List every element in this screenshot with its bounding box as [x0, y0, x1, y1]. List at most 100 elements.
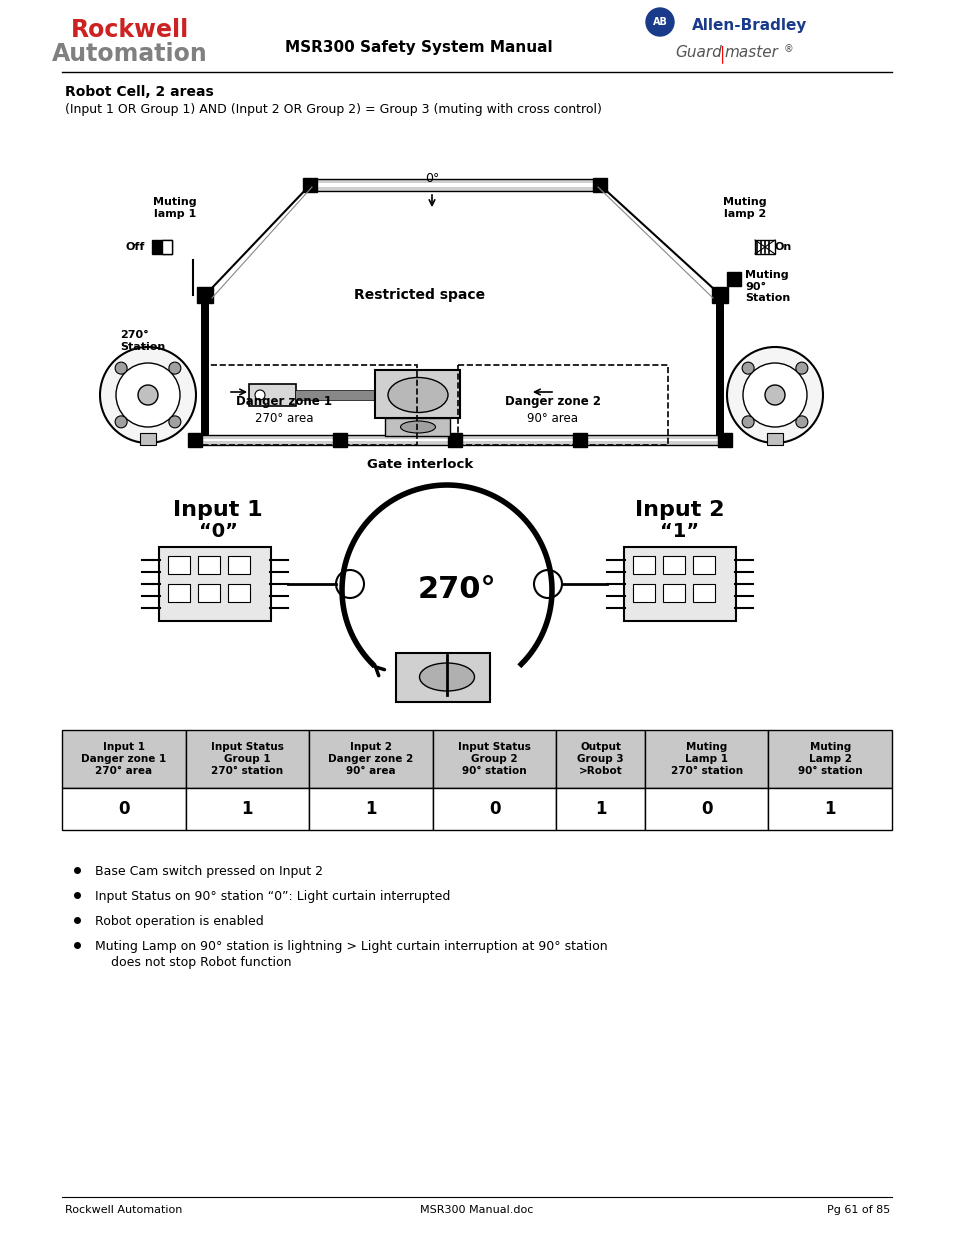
Bar: [198, 584, 220, 601]
Circle shape: [335, 571, 364, 598]
Bar: [303, 178, 316, 191]
Bar: [385, 417, 450, 436]
Bar: [662, 556, 684, 574]
Text: MSR300 Safety System Manual: MSR300 Safety System Manual: [285, 40, 552, 56]
Bar: [718, 433, 731, 447]
Text: 0: 0: [700, 800, 712, 818]
Text: Output
Group 3
>Robot: Output Group 3 >Robot: [577, 741, 623, 777]
Circle shape: [115, 416, 127, 427]
Bar: [767, 730, 891, 788]
Bar: [692, 556, 714, 574]
Bar: [228, 556, 250, 574]
Bar: [766, 433, 782, 445]
Text: 1: 1: [241, 800, 253, 818]
Text: Restricted space: Restricted space: [355, 288, 485, 303]
Circle shape: [534, 571, 561, 598]
Circle shape: [741, 362, 753, 374]
Text: Danger zone 1: Danger zone 1: [235, 395, 332, 409]
Text: Muting
Lamp 1
270° station: Muting Lamp 1 270° station: [670, 741, 741, 777]
Text: 1: 1: [595, 800, 606, 818]
Bar: [186, 788, 309, 830]
Bar: [716, 295, 723, 440]
Bar: [188, 433, 202, 447]
Bar: [194, 435, 724, 445]
Text: MSR300 Manual.doc: MSR300 Manual.doc: [420, 1205, 533, 1215]
Text: “0”: “0”: [198, 522, 237, 541]
Bar: [162, 240, 172, 254]
Bar: [556, 788, 644, 830]
Text: “1”: “1”: [659, 522, 699, 541]
Bar: [644, 730, 767, 788]
Text: 270° area: 270° area: [254, 411, 313, 425]
Circle shape: [100, 347, 195, 443]
Bar: [196, 287, 213, 303]
Text: On: On: [774, 242, 791, 252]
Bar: [448, 433, 461, 447]
Text: 1: 1: [823, 800, 835, 818]
Text: AB: AB: [652, 17, 667, 27]
Bar: [201, 295, 209, 440]
Bar: [228, 584, 250, 601]
Bar: [152, 240, 172, 254]
Circle shape: [764, 385, 784, 405]
Bar: [573, 433, 586, 447]
FancyBboxPatch shape: [623, 547, 735, 621]
Text: Base Cam switch pressed on Input 2: Base Cam switch pressed on Input 2: [95, 864, 323, 878]
Circle shape: [254, 390, 265, 400]
Text: 1: 1: [365, 800, 376, 818]
Text: Off: Off: [126, 242, 145, 252]
Text: 0: 0: [118, 800, 130, 818]
Text: Input Status
Group 1
270° station: Input Status Group 1 270° station: [211, 741, 284, 777]
Text: │: │: [718, 44, 726, 63]
Bar: [633, 584, 655, 601]
Bar: [767, 788, 891, 830]
Circle shape: [169, 362, 181, 374]
Bar: [309, 788, 433, 830]
Bar: [310, 183, 599, 186]
Bar: [140, 433, 156, 445]
Text: Input 2: Input 2: [635, 500, 724, 520]
Bar: [333, 433, 347, 447]
Text: Input 2
Danger zone 2
90° area: Input 2 Danger zone 2 90° area: [328, 741, 414, 777]
Circle shape: [726, 347, 822, 443]
Text: Muting
Lamp 2
90° station: Muting Lamp 2 90° station: [797, 741, 862, 777]
Text: Input 1: Input 1: [173, 500, 262, 520]
Bar: [168, 584, 190, 601]
Bar: [309, 730, 433, 788]
Text: Robot Cell, 2 areas: Robot Cell, 2 areas: [65, 85, 213, 99]
Bar: [711, 287, 727, 303]
Bar: [692, 584, 714, 601]
Text: (Input 1 OR Group 1) AND (Input 2 OR Group 2) = Group 3 (muting with cross contr: (Input 1 OR Group 1) AND (Input 2 OR Gro…: [65, 103, 601, 116]
Text: Allen-Bradley: Allen-Bradley: [691, 19, 806, 33]
Text: Input Status on 90° station “0”: Light curtain interrupted: Input Status on 90° station “0”: Light c…: [95, 890, 450, 903]
Bar: [556, 730, 644, 788]
Bar: [62, 730, 186, 788]
Circle shape: [795, 362, 807, 374]
Text: Rockwell Automation: Rockwell Automation: [65, 1205, 182, 1215]
Circle shape: [169, 416, 181, 427]
Text: does not stop Robot function: does not stop Robot function: [95, 956, 292, 969]
Circle shape: [116, 363, 180, 427]
FancyBboxPatch shape: [395, 653, 490, 701]
Bar: [186, 730, 309, 788]
Circle shape: [138, 385, 158, 405]
Bar: [198, 556, 220, 574]
Text: 90° area: 90° area: [527, 411, 578, 425]
Text: Danger zone 2: Danger zone 2: [504, 395, 600, 409]
Text: Pg 61 of 85: Pg 61 of 85: [826, 1205, 889, 1215]
FancyBboxPatch shape: [249, 384, 295, 406]
Bar: [457, 366, 667, 445]
Text: Muting
90°
Station: Muting 90° Station: [744, 270, 789, 304]
Bar: [375, 370, 459, 417]
Circle shape: [115, 362, 127, 374]
Bar: [754, 240, 774, 254]
Text: 0: 0: [488, 800, 500, 818]
Text: master: master: [723, 44, 777, 61]
Bar: [433, 788, 556, 830]
Bar: [644, 788, 767, 830]
Text: Automation: Automation: [52, 42, 208, 65]
Text: Muting
lamp 1: Muting lamp 1: [153, 198, 196, 219]
Text: Gate interlock: Gate interlock: [367, 458, 473, 471]
Ellipse shape: [400, 421, 435, 433]
Text: 270°
Station: 270° Station: [120, 330, 165, 352]
